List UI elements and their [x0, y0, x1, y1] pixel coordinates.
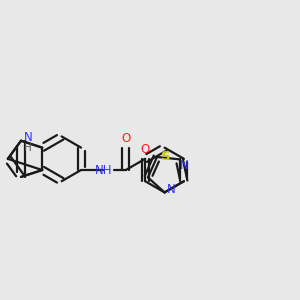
Text: N: N [180, 159, 188, 172]
Text: O: O [121, 132, 130, 145]
Text: N: N [24, 131, 32, 144]
Text: H: H [24, 143, 32, 153]
Text: NH: NH [95, 164, 112, 176]
Text: N: N [167, 183, 176, 196]
Text: O: O [141, 143, 150, 156]
Text: S: S [161, 151, 171, 164]
